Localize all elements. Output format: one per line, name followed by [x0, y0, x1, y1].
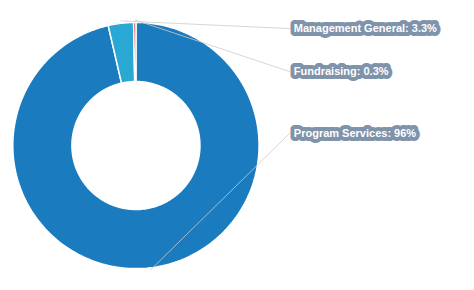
svg-text:Management General: 3.3%: Management General: 3.3%: [294, 22, 437, 34]
svg-text:Program Services: 96%: Program Services: 96%: [294, 127, 417, 139]
svg-text:Fundraising: 0.3%: Fundraising: 0.3%: [294, 65, 389, 77]
